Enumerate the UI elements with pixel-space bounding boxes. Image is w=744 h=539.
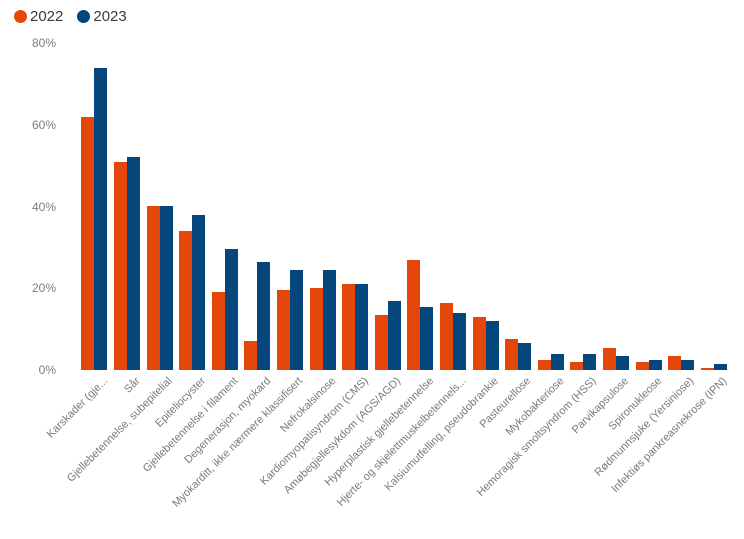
bar-2022[interactable] [570, 362, 584, 370]
y-tick-label: 80% [31, 36, 56, 50]
bar-2023[interactable] [224, 249, 238, 370]
bar-2023[interactable] [159, 206, 173, 370]
bar-2022[interactable] [146, 206, 160, 370]
bar-2023[interactable] [257, 262, 271, 370]
y-tick-label: 20% [31, 281, 56, 296]
bar-2022[interactable] [439, 303, 453, 370]
bar-2022[interactable] [668, 356, 682, 370]
bar-2023[interactable] [192, 215, 206, 370]
legend-label-2022: 2022 [30, 8, 64, 25]
bar-2022[interactable] [635, 362, 649, 370]
bar-2022[interactable] [309, 288, 323, 370]
category-label: Karskader (gje... [44, 375, 110, 441]
bar-2022[interactable] [537, 360, 551, 370]
bar-2022[interactable] [407, 260, 421, 370]
bar-2022[interactable] [211, 292, 225, 370]
bar-2023[interactable] [615, 356, 629, 370]
legend-item-2022[interactable]: 2022 [14, 8, 63, 25]
bar-2022[interactable] [374, 315, 388, 370]
bar-2023[interactable] [485, 321, 499, 370]
bar-2023[interactable] [713, 364, 727, 370]
bar-2022[interactable] [700, 368, 714, 370]
bar-2022[interactable] [179, 231, 193, 370]
bar-2022[interactable] [81, 117, 95, 370]
bar-2023[interactable] [648, 360, 662, 370]
category-label: Gjellebetennelse, subepitelial [65, 375, 175, 485]
bar-2023[interactable] [126, 157, 140, 370]
bar-2023[interactable] [355, 284, 369, 370]
y-tick-label: 0% [38, 363, 56, 377]
y-tick-label: 60% [31, 117, 56, 132]
bar-2022[interactable] [342, 284, 356, 370]
bar-2022[interactable] [505, 339, 519, 370]
bar-2023[interactable] [94, 68, 108, 370]
category-label: Hemoragisk smoltsyndrom (HSS) [474, 375, 599, 499]
bar-2022[interactable] [472, 317, 486, 370]
bar-2023[interactable] [583, 354, 597, 370]
bar-2023[interactable] [387, 301, 401, 370]
bar-2023[interactable] [322, 270, 336, 370]
bar-2023[interactable] [452, 313, 466, 370]
legend-label-2023: 2023 [93, 8, 127, 25]
legend-item-2023[interactable]: 2023 [77, 8, 127, 25]
legend: 2022 2023 [14, 8, 127, 25]
bar-2023[interactable] [420, 307, 434, 370]
y-tick-label: 40% [31, 199, 56, 214]
legend-swatch-2023-icon [77, 10, 91, 23]
bar-2022[interactable] [113, 162, 127, 370]
category-label: Sår [121, 375, 143, 396]
bar-2023[interactable] [550, 354, 564, 370]
legend-swatch-2022-icon [14, 10, 27, 23]
bar-2022[interactable] [276, 290, 290, 370]
bar-2023[interactable] [518, 343, 532, 370]
bar-2023[interactable] [289, 270, 303, 370]
bar-2022[interactable] [244, 341, 258, 370]
bar-2023[interactable] [681, 360, 695, 370]
bar-2022[interactable] [602, 348, 616, 370]
